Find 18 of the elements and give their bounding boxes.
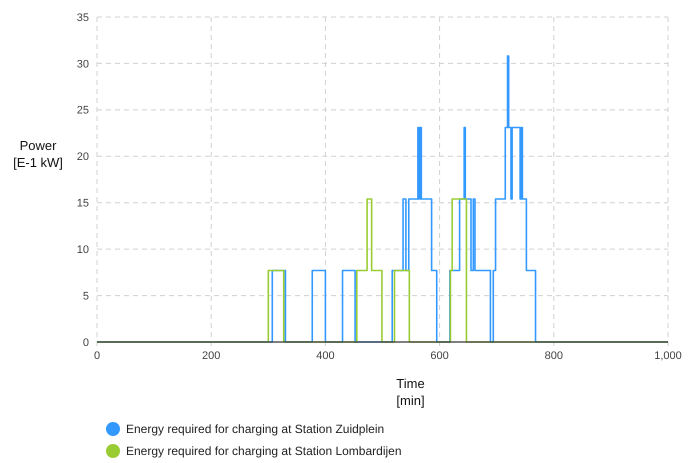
x-tick-label: 400 bbox=[316, 350, 335, 362]
y-tick-label: 20 bbox=[76, 151, 89, 164]
x-tick-label: 0 bbox=[94, 350, 100, 362]
y-tick-label: 0 bbox=[82, 336, 89, 349]
legend-label: Energy required for charging at Station Lombardijen bbox=[126, 444, 402, 458]
y-axis-title: Power [E-1 kW] bbox=[13, 138, 63, 170]
y-tick-label: 5 bbox=[82, 290, 89, 302]
y-tick-label: 25 bbox=[76, 104, 89, 117]
y-tick-label: 35 bbox=[76, 12, 89, 24]
y-tick-label: 10 bbox=[76, 244, 89, 256]
x-axis-title: Time [min] bbox=[396, 376, 425, 408]
x-tick-label: 600 bbox=[430, 350, 449, 362]
y-tick-label: 30 bbox=[76, 58, 89, 70]
y-tick-label: 15 bbox=[76, 198, 89, 210]
x-tick-label: 1,000 bbox=[654, 350, 682, 362]
x-tick-label: 800 bbox=[544, 350, 563, 362]
legend-label: Energy required for charging at Station Zuidplein bbox=[126, 422, 384, 436]
x-tick-label: 200 bbox=[202, 350, 220, 362]
